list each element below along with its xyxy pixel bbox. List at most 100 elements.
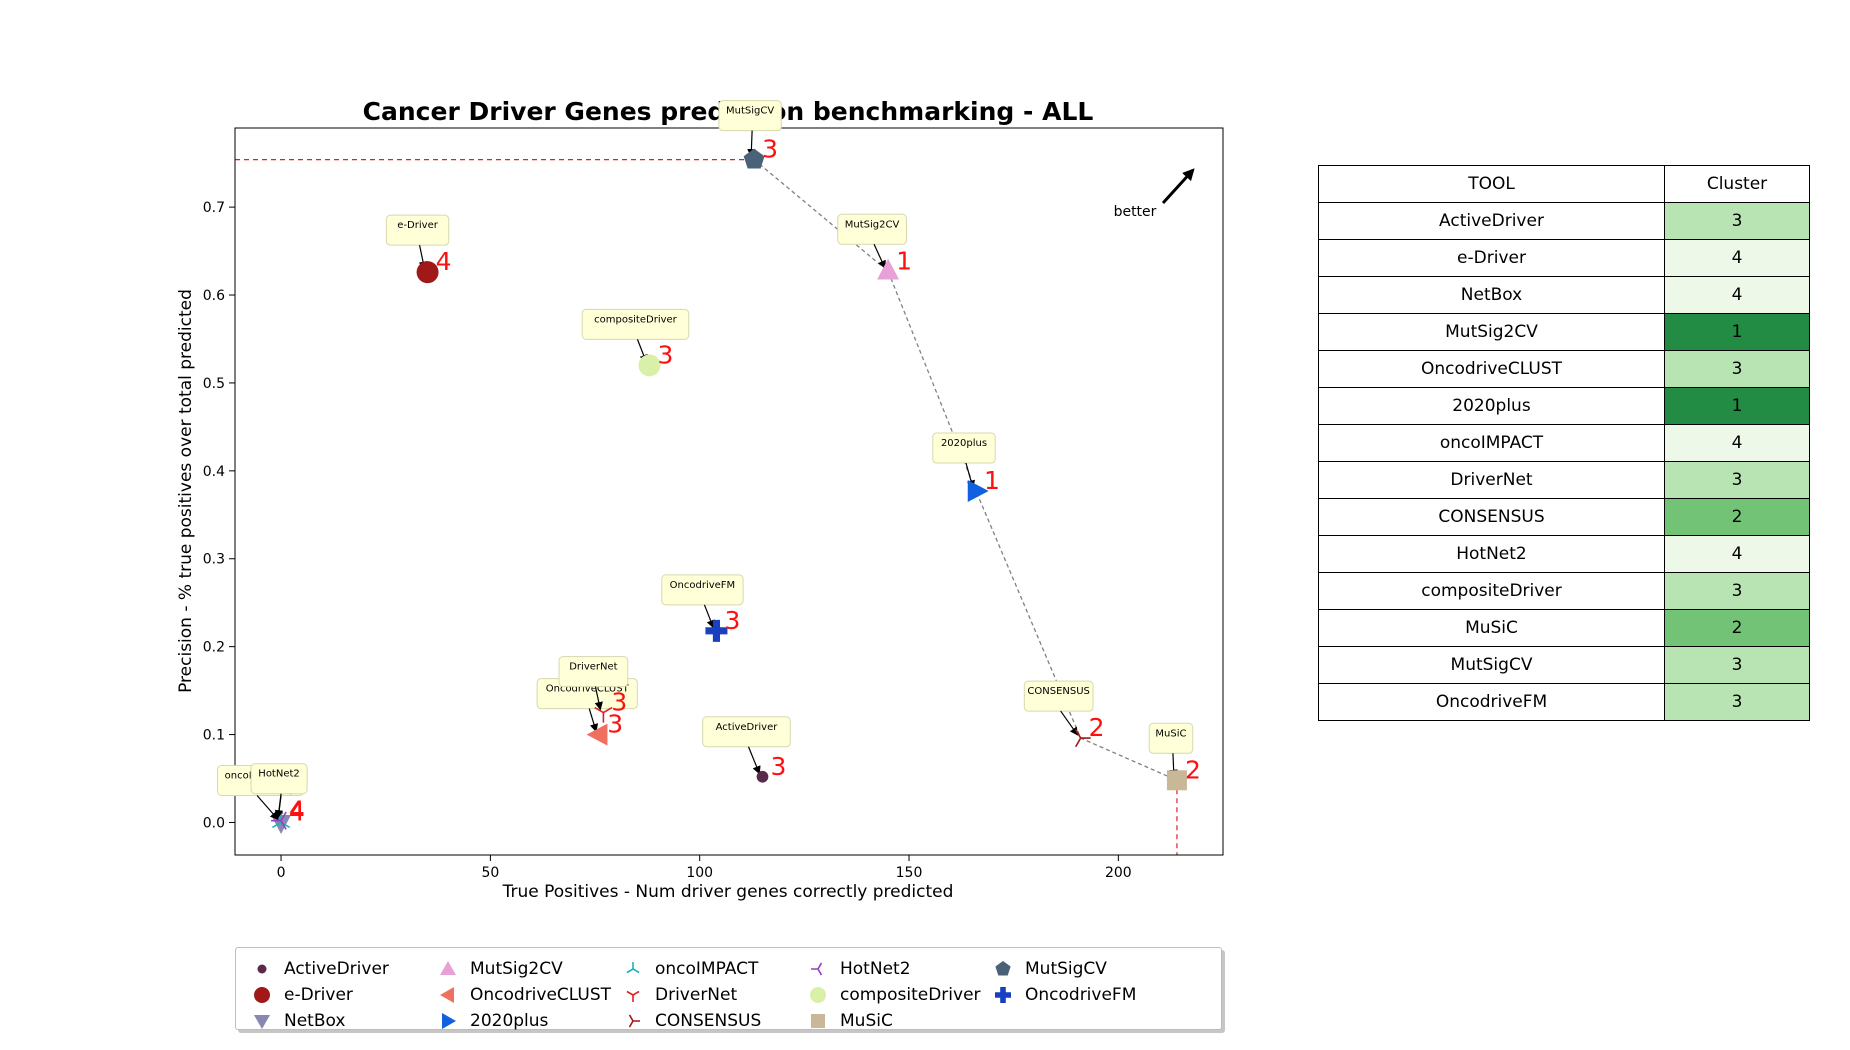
annotation-box [718, 100, 782, 132]
legend-item: ActiveDriver [250, 958, 389, 980]
point-group: ActiveDriver 3 [702, 716, 791, 783]
point-group: DriverNet 3 [558, 656, 629, 723]
annotation-box [581, 308, 690, 340]
annotation-label: ActiveDriver [716, 722, 779, 733]
table-row: OncodriveFM 3 [1318, 683, 1810, 721]
better-arrow [1161, 168, 1195, 205]
y-tick-label: 0.4 [203, 464, 225, 480]
annotation-label: e-Driver [397, 220, 438, 231]
legend-label: MuSiC [840, 1011, 893, 1031]
x-tick-label: 150 [896, 865, 923, 881]
table-row: oncoIMPACT 4 [1318, 424, 1810, 462]
data-point [586, 723, 608, 746]
cluster-label: 3 [607, 710, 623, 739]
annotation-label: OncodriveCLUST [546, 684, 630, 695]
cluster-label: 4 [436, 247, 452, 276]
tool-cell: 2020plus [1318, 387, 1665, 425]
cluster-cell: 1 [1664, 313, 1810, 351]
annotation-label: MuSiC [1155, 728, 1186, 739]
legend-marker [995, 961, 1011, 976]
tool-cell: MutSig2CV [1318, 313, 1665, 351]
point-group: HotNet2 4 [250, 763, 308, 830]
header-tool: TOOL [1318, 165, 1665, 203]
annotation-arrow [703, 604, 715, 629]
cluster-cell: 3 [1664, 646, 1810, 684]
data-point [967, 480, 989, 503]
legend-label: OncodriveCLUST [470, 985, 612, 1005]
tool-cell: OncodriveCLUST [1318, 350, 1665, 388]
tool-cell: e-Driver [1318, 239, 1665, 277]
annotation-label: CONSENSUS [1027, 686, 1090, 697]
cluster-cell: 2 [1664, 609, 1810, 647]
annotation-arrow [256, 795, 279, 821]
cluster-cell: 4 [1664, 535, 1810, 573]
tool-cell: CONSENSUS [1318, 498, 1665, 536]
cluster-cell: 3 [1664, 683, 1810, 721]
table-row: MuSiC 2 [1318, 609, 1810, 647]
legend-marker [628, 1014, 640, 1028]
header-cluster: Cluster [1664, 165, 1810, 203]
tool-cell: oncoIMPACT [1318, 424, 1665, 462]
annotation-box [385, 214, 450, 246]
legend-item: DriverNet [621, 984, 737, 1006]
annotation-arrow [1060, 710, 1079, 736]
cluster-cell: 3 [1664, 461, 1810, 499]
legend-marker-shape [628, 1014, 640, 1028]
y-tick-label: 0.2 [203, 640, 225, 656]
legend-item: MutSig2CV [436, 958, 563, 980]
table-header-row: TOOL Cluster [1318, 165, 1810, 203]
cluster-cell: 3 [1664, 350, 1810, 388]
chart-legend: ActiveDriver e-Driver NetBox MutSig2CV Oncod… [235, 947, 1222, 1032]
data-point [1074, 729, 1091, 748]
y-tick-label: 0.1 [203, 728, 225, 744]
legend-marker-shape [257, 964, 267, 974]
point-group: e-Driver 4 [385, 214, 452, 284]
cluster-label: 3 [611, 688, 627, 717]
cluster-label: 1 [896, 246, 912, 275]
legend-label: oncoIMPACT [655, 959, 759, 979]
annotation-box [1023, 680, 1094, 712]
y-axis-label: Precision - % true positives over total … [176, 289, 196, 693]
legend-marker [440, 961, 456, 975]
cluster-label: 1 [984, 466, 1000, 495]
legend-marker-shape [810, 987, 826, 1003]
annotation-box [702, 716, 791, 748]
cluster-table: TOOL Cluster ActiveDriver 3 e-Driver 4 NetBo… [1318, 165, 1810, 721]
table-row: OncodriveCLUST 3 [1318, 350, 1810, 388]
legend-item: MuSiC [806, 1010, 893, 1032]
legend-marker [811, 962, 823, 976]
legend-marker [995, 987, 1011, 1003]
point-group: MutSig2CV 1 [837, 213, 912, 280]
point-group: compositeDriver 3 [581, 308, 690, 377]
cluster-label: 3 [724, 606, 740, 635]
annotation-arrow [588, 708, 599, 733]
annotation-box [932, 432, 996, 464]
legend-marker-shape [811, 1014, 825, 1028]
data-point [756, 770, 769, 783]
point-group: 2020plus 1 [932, 432, 1000, 503]
point-group: MutSigCV 3 [718, 100, 782, 169]
legend-marker-shape [626, 962, 640, 974]
cluster-label: 3 [657, 340, 673, 369]
x-tick-label: 200 [1105, 865, 1132, 881]
legend-item: compositeDriver [806, 984, 981, 1006]
legend-marker [810, 987, 826, 1003]
legend-item: OncodriveFM [991, 984, 1136, 1006]
legend-marker [626, 990, 640, 1002]
legend-item: oncoIMPACT [621, 958, 758, 980]
cluster-cell: 4 [1664, 239, 1810, 277]
annotation-box [837, 213, 907, 245]
tool-cell: MutSigCV [1318, 646, 1665, 684]
point-group: MuSiC 2 [1148, 722, 1201, 791]
data-point [1166, 770, 1187, 791]
table-row: ActiveDriver 3 [1318, 202, 1810, 240]
legend-label: DriverNet [655, 985, 738, 1005]
tool-cell: DriverNet [1318, 461, 1665, 499]
pareto-front-line [753, 159, 1178, 781]
legend-marker-shape [440, 961, 456, 975]
table-row: HotNet2 4 [1318, 535, 1810, 573]
legend-marker [626, 962, 640, 974]
legend-marker [811, 1014, 825, 1028]
annotation-label: MutSigCV [726, 106, 774, 117]
cluster-label: 2 [1089, 713, 1105, 742]
